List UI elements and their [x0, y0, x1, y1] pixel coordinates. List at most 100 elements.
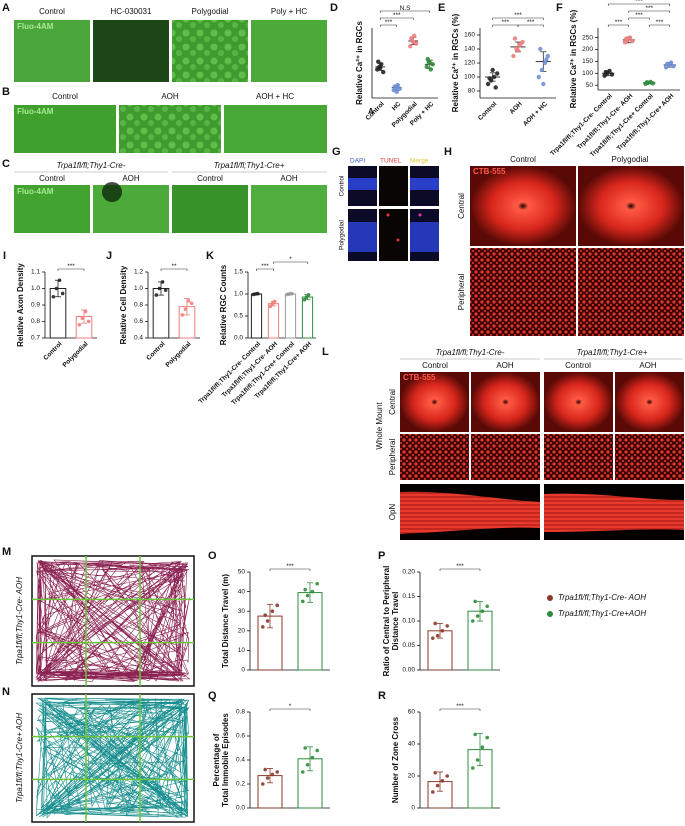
data-point [83, 309, 88, 314]
significance-label: * [289, 703, 292, 710]
data-point [411, 39, 416, 45]
significance-label: N.S [400, 5, 412, 12]
data-point [265, 776, 270, 780]
significance-bracket [57, 268, 85, 271]
panel-letter: G [332, 146, 341, 158]
x-tick-label: Control [477, 101, 498, 122]
panel-letter: P [378, 550, 385, 562]
significance-bracket [492, 17, 544, 20]
significance-bracket [439, 568, 481, 571]
data-point [408, 43, 413, 49]
column-label: Control [197, 174, 223, 183]
data-point [473, 599, 478, 604]
data-point [397, 86, 402, 91]
y-axis-label: Relative Cell Density [119, 265, 128, 344]
column-label: HC-030031 [111, 7, 152, 16]
data-point [671, 63, 676, 69]
y-tick-label: 0.8 [236, 709, 245, 716]
data-point [536, 74, 541, 80]
data-point [378, 65, 383, 71]
data-point [268, 304, 273, 309]
data-point [427, 60, 432, 65]
legend-marker [547, 595, 553, 601]
y-tick-label: 0.4 [236, 757, 245, 764]
y-tick-label: 40 [238, 588, 246, 595]
bar [250, 293, 263, 339]
y-tick-label: 50 [586, 82, 594, 89]
y-axis-label: Total Distance Travel (m) [221, 574, 230, 668]
row-label: Peripheral [388, 439, 397, 476]
y-tick-label: 0.6 [236, 733, 245, 740]
panel-a-images [14, 20, 327, 82]
data-point [303, 746, 308, 750]
row-label: Trpa1fl/fl;Thy1-Cre+ AOH [15, 713, 24, 803]
data-point [379, 62, 384, 67]
y-tick-label: 0.0 [236, 805, 245, 812]
data-point [263, 767, 268, 772]
panel-l-images [400, 372, 684, 540]
x-tick-label: HC [391, 100, 403, 112]
row-label: Peripheral [457, 274, 466, 311]
significance-label: *** [615, 19, 623, 26]
significance-label: *** [385, 19, 393, 26]
panel-letter: A [2, 2, 10, 14]
panel-letter: J [106, 250, 112, 262]
y-tick-label: 0.5 [234, 313, 243, 320]
significance-bracket [379, 24, 398, 27]
significance-bracket [628, 17, 650, 20]
data-point [301, 599, 305, 604]
data-point [668, 60, 674, 65]
legend-label: Trpa1fl/fl;Thy1-Cre- AOH [558, 593, 646, 602]
panel-letter: N [2, 686, 10, 698]
data-point [263, 613, 268, 617]
x-tick-label: Polygodial [164, 341, 192, 369]
data-point [186, 299, 191, 303]
y-tick-label: 1.0 [31, 285, 40, 292]
significance-label: *** [635, 12, 643, 19]
x-tick-label: AOH + HC [522, 100, 549, 127]
data-point [425, 56, 430, 62]
data-point [544, 57, 549, 62]
data-point [630, 38, 635, 44]
data-point [60, 291, 65, 296]
data-point [624, 36, 629, 41]
significance-bracket [517, 24, 544, 27]
data-point [310, 589, 315, 594]
data-point [303, 587, 308, 592]
data-point [306, 293, 311, 297]
row-group-label: Whole Mount [375, 402, 384, 450]
group-label: Trpa1fl/fl;Thy1-Cre- [57, 161, 126, 170]
data-point [376, 59, 381, 64]
data-point [435, 783, 440, 788]
column-label: Merge [410, 158, 429, 165]
column-label: Control [565, 361, 591, 370]
significance-bracket [379, 17, 414, 20]
data-point [445, 624, 450, 628]
significance-label: *** [67, 263, 75, 270]
y-tick-label: 1.5 [234, 269, 243, 276]
y-axis-label: Relative RGC Counts [219, 264, 228, 345]
panel-letter: I [3, 250, 6, 262]
data-point [487, 76, 492, 81]
panel-b-images [14, 105, 327, 153]
data-point [440, 779, 445, 783]
y-axis-label: Ratio of Central to Peripheral [382, 566, 391, 677]
column-label: AOH [161, 92, 179, 101]
y-tick-label: 160 [464, 32, 475, 39]
column-label: Control [39, 7, 65, 16]
data-point [261, 782, 265, 786]
y-tick-label: 1.2 [134, 269, 143, 276]
panel-h-images [470, 166, 684, 336]
significance-bracket [256, 268, 274, 271]
data-point [627, 35, 633, 40]
data-point [440, 629, 445, 633]
column-label: AOH [639, 361, 657, 370]
data-point [394, 89, 399, 94]
data-point [518, 41, 524, 46]
row-label: Central [457, 193, 466, 219]
column-label: Poly + HC [271, 7, 307, 16]
data-point [475, 614, 480, 618]
column-label: Control [52, 92, 78, 101]
